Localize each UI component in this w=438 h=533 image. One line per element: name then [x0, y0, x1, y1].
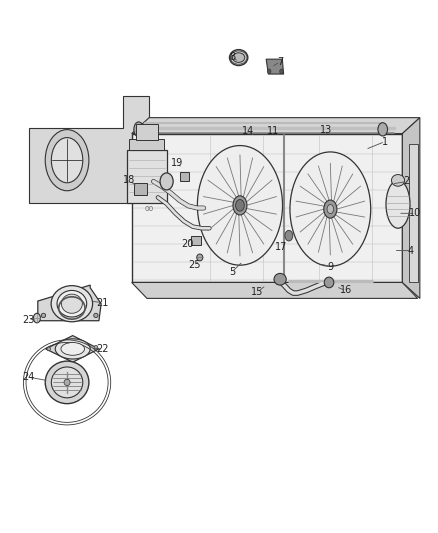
Ellipse shape [94, 313, 98, 318]
Text: 8: 8 [229, 52, 235, 61]
Polygon shape [132, 118, 420, 134]
Ellipse shape [233, 196, 247, 215]
Text: oo: oo [145, 204, 154, 213]
Ellipse shape [61, 343, 85, 356]
Bar [134, 183, 148, 195]
Ellipse shape [94, 345, 98, 349]
Ellipse shape [230, 50, 248, 66]
Text: 23: 23 [22, 314, 35, 325]
Text: 10: 10 [410, 208, 422, 219]
Text: 25: 25 [189, 261, 201, 270]
Ellipse shape [45, 361, 89, 403]
Ellipse shape [386, 180, 410, 228]
Bar [180, 172, 189, 181]
Text: 2: 2 [404, 176, 410, 187]
Ellipse shape [197, 254, 203, 261]
Polygon shape [403, 118, 420, 298]
Ellipse shape [61, 294, 82, 313]
Ellipse shape [134, 122, 144, 137]
Text: 22: 22 [96, 344, 109, 354]
Bar [130, 139, 164, 150]
Ellipse shape [57, 290, 87, 317]
Polygon shape [46, 336, 99, 362]
Polygon shape [132, 282, 418, 298]
Ellipse shape [285, 230, 293, 241]
Ellipse shape [51, 367, 83, 398]
Polygon shape [29, 96, 164, 203]
Ellipse shape [237, 200, 244, 210]
Ellipse shape [290, 152, 371, 266]
Polygon shape [266, 59, 284, 74]
Ellipse shape [41, 313, 46, 318]
Ellipse shape [33, 313, 40, 323]
Ellipse shape [236, 199, 244, 211]
Bar [127, 150, 166, 203]
Polygon shape [132, 134, 403, 282]
Ellipse shape [45, 130, 89, 191]
Text: 14: 14 [242, 126, 254, 136]
Ellipse shape [51, 286, 92, 322]
Text: 9: 9 [327, 262, 333, 271]
Text: 18: 18 [124, 175, 136, 185]
Text: 24: 24 [22, 372, 35, 382]
Ellipse shape [198, 146, 283, 265]
Ellipse shape [268, 69, 271, 74]
Text: 17: 17 [275, 242, 288, 252]
Ellipse shape [51, 138, 83, 183]
Bar [136, 124, 158, 140]
Ellipse shape [392, 174, 405, 186]
Ellipse shape [280, 69, 283, 74]
Text: 21: 21 [96, 297, 109, 308]
Ellipse shape [274, 273, 286, 285]
Text: 7: 7 [277, 57, 283, 67]
Text: 16: 16 [339, 286, 352, 295]
Ellipse shape [378, 123, 388, 136]
Ellipse shape [47, 347, 50, 351]
Text: 15: 15 [251, 287, 264, 297]
Text: 11: 11 [268, 126, 280, 136]
Text: 4: 4 [408, 246, 414, 255]
Text: 5: 5 [229, 267, 235, 277]
Bar [409, 144, 418, 282]
Bar [191, 236, 201, 245]
Ellipse shape [327, 205, 334, 214]
Ellipse shape [324, 200, 337, 218]
Text: 20: 20 [181, 239, 193, 248]
Ellipse shape [160, 173, 173, 190]
Ellipse shape [64, 379, 70, 385]
Ellipse shape [324, 277, 334, 288]
Ellipse shape [55, 339, 90, 359]
Text: 1: 1 [382, 136, 388, 147]
Ellipse shape [233, 53, 245, 62]
Polygon shape [38, 285, 101, 321]
Text: 13: 13 [320, 125, 332, 135]
Text: 19: 19 [171, 158, 184, 168]
